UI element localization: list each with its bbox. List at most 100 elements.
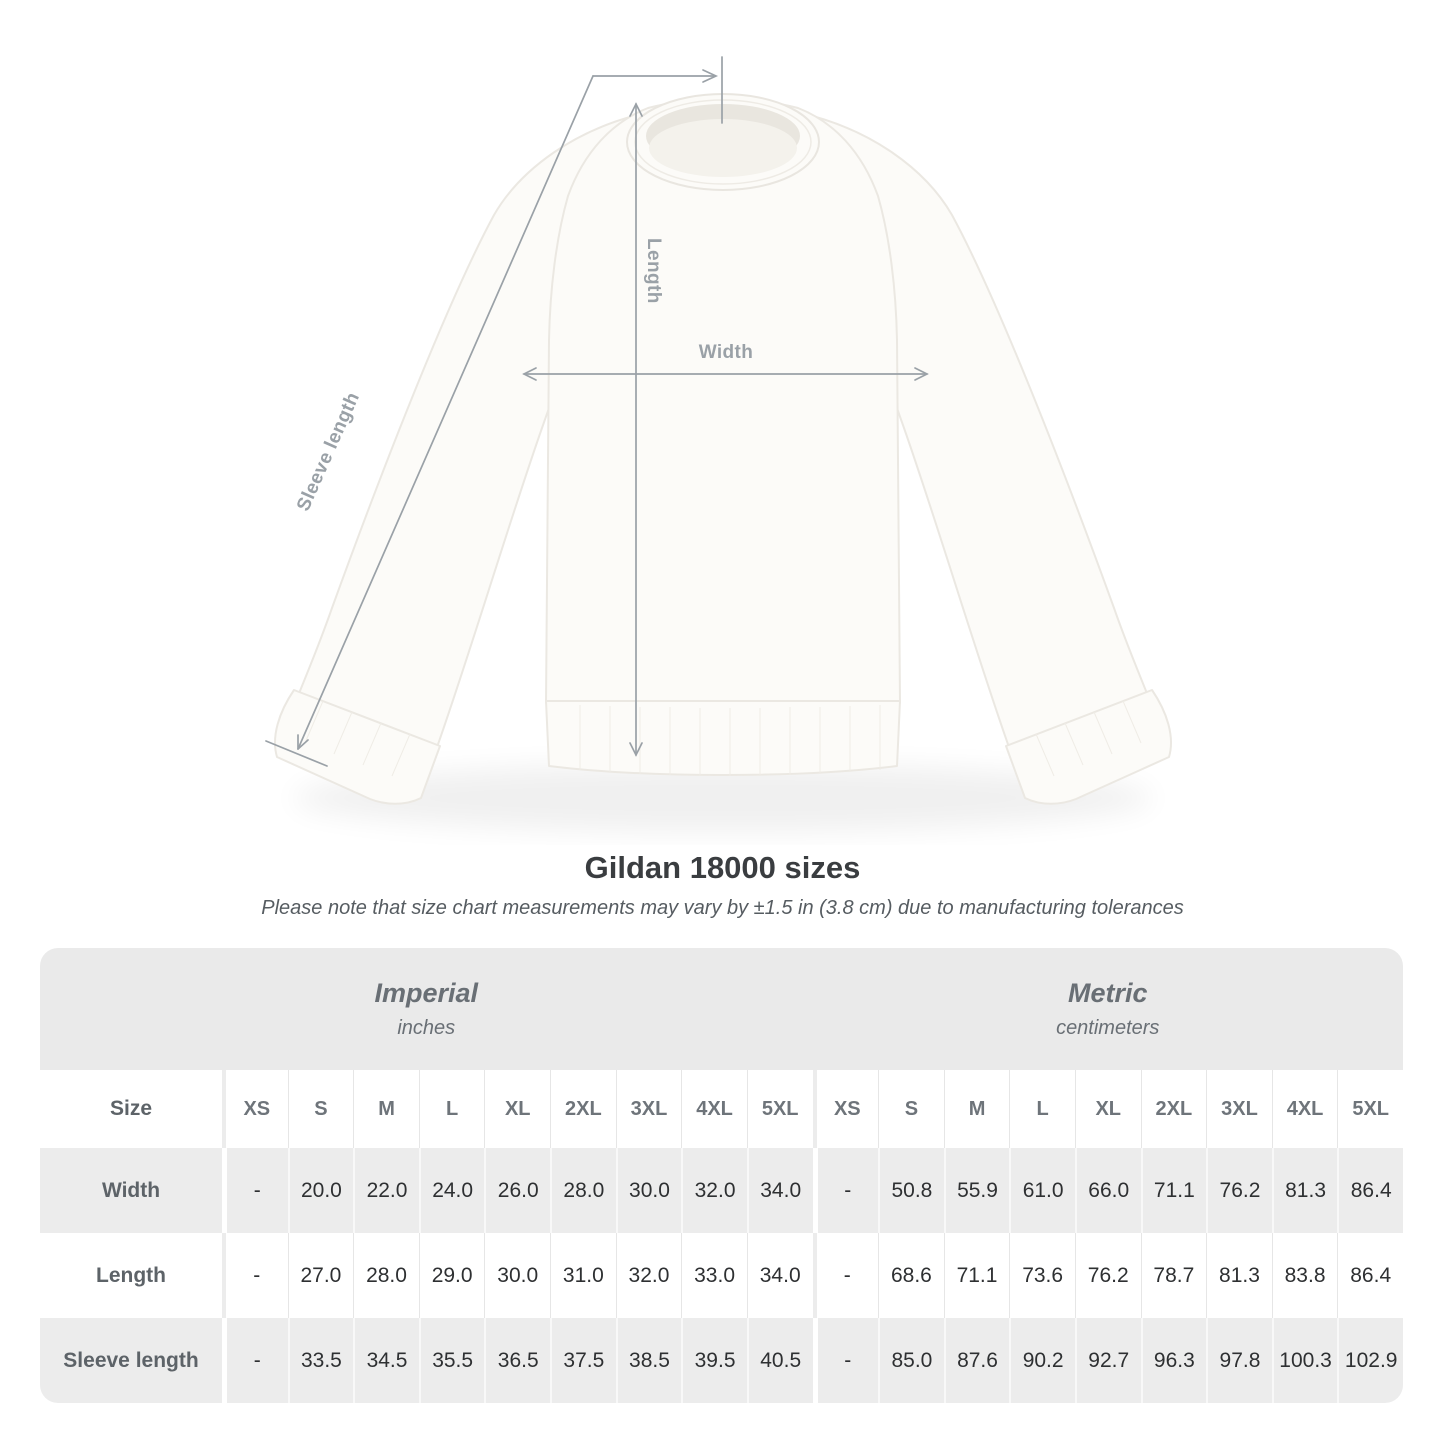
left-cuff	[273, 689, 441, 805]
width-value: 61.0	[1009, 1148, 1075, 1233]
sleeve-value: 92.7	[1074, 1318, 1141, 1403]
size-col-header: 4XL	[1271, 1070, 1338, 1148]
sleeve-value: 38.5	[615, 1318, 682, 1403]
row-label: Width	[101, 1178, 161, 1202]
length-dimension-label: Length	[643, 238, 664, 304]
page-title: Gildan 18000 sizes	[584, 850, 861, 885]
sleeve-value: 34.5	[353, 1318, 419, 1403]
length-value: 68.6	[878, 1233, 944, 1318]
width-dimension-label: Width	[698, 342, 754, 363]
sleeve-value: 39.5	[681, 1318, 747, 1403]
width-value: 22.0	[353, 1148, 419, 1233]
size-col-header: M	[353, 1070, 419, 1148]
width-value: 32.0	[681, 1148, 747, 1233]
imperial-group-header: Imperial inches	[40, 948, 813, 1070]
length-arrow	[629, 102, 643, 757]
size-table: Imperial inches Metric centimeters Size …	[40, 948, 1403, 1403]
width-value: 26.0	[484, 1148, 550, 1233]
size-col-header: 4XL	[681, 1070, 747, 1148]
imperial-label: Imperial	[374, 978, 479, 1008]
width-value: 71.1	[1140, 1148, 1207, 1233]
width-value: -	[222, 1148, 288, 1233]
size-col-header: 5XL	[746, 1070, 813, 1148]
sleeve-value: 33.5	[287, 1318, 354, 1403]
width-value: 34.0	[746, 1148, 813, 1233]
row-label: Sleeve length	[63, 1348, 199, 1372]
width-value: 86.4	[1337, 1148, 1403, 1233]
width-value: 76.2	[1206, 1148, 1272, 1233]
sleeve-value: 87.6	[943, 1318, 1010, 1403]
sleeve-value: 90.2	[1009, 1318, 1075, 1403]
sleeve-length-arrow	[265, 56, 723, 767]
collar	[626, 93, 820, 191]
length-value: 30.0	[484, 1233, 550, 1318]
length-value: 29.0	[418, 1233, 485, 1318]
imperial-unit: inches	[397, 1017, 456, 1039]
sweatshirt-illustration	[265, 56, 1173, 832]
length-value: 32.0	[615, 1233, 682, 1318]
width-value: 55.9	[943, 1148, 1010, 1233]
sleeve-value: 37.5	[550, 1318, 616, 1403]
width-value: 28.0	[550, 1148, 616, 1233]
size-col-header: L	[418, 1070, 485, 1148]
width-value: 30.0	[615, 1148, 682, 1233]
sleeve-value: 102.9	[1337, 1318, 1403, 1403]
width-value: 50.8	[878, 1148, 944, 1233]
length-value: 81.3	[1206, 1233, 1272, 1318]
size-col-header: 3XL	[615, 1070, 682, 1148]
sleeve-value: 40.5	[746, 1318, 813, 1403]
sleeve-value: -	[812, 1318, 879, 1403]
sleeve-value: 96.3	[1140, 1318, 1207, 1403]
size-col-header: S	[878, 1070, 944, 1148]
row-label: Length	[96, 1263, 166, 1287]
metric-group-header: Metric centimeters	[813, 948, 1404, 1070]
size-col-header: 5XL	[1337, 1070, 1403, 1148]
metric-label: Metric	[1067, 978, 1148, 1008]
length-value: -	[222, 1233, 288, 1318]
width-value: 66.0	[1074, 1148, 1141, 1233]
length-value: 33.0	[681, 1233, 747, 1318]
size-col-header: XS	[812, 1070, 879, 1148]
length-value: -	[812, 1233, 879, 1318]
table-row-length: Length - 27.0 28.0 29.0 30.0 31.0 32.0 3…	[40, 1233, 1403, 1318]
sleeve-value: 35.5	[418, 1318, 485, 1403]
size-col-header: XL	[484, 1070, 550, 1148]
width-value: 81.3	[1271, 1148, 1338, 1233]
length-value: 34.0	[746, 1233, 813, 1318]
size-col-header: XL	[1074, 1070, 1141, 1148]
size-col-header: 2XL	[1140, 1070, 1207, 1148]
sleeve-value: 85.0	[878, 1318, 944, 1403]
tolerance-note: Please note that size chart measurements…	[261, 897, 1184, 919]
length-value: 71.1	[943, 1233, 1010, 1318]
unit-header-row: Imperial inches Metric centimeters	[40, 948, 1403, 1070]
heading-section: Gildan 18000 sizes Please note that size…	[0, 850, 1445, 920]
hem-band	[545, 700, 901, 776]
table-row-width: Width - 20.0 22.0 24.0 26.0 28.0 30.0 32…	[40, 1148, 1403, 1233]
size-col-header: L	[1009, 1070, 1075, 1148]
size-col-header: 2XL	[550, 1070, 616, 1148]
sleeve-value: 100.3	[1271, 1318, 1338, 1403]
length-value: 83.8	[1271, 1233, 1338, 1318]
garment-shadow	[293, 764, 1153, 832]
width-arrow	[522, 367, 929, 381]
width-value: -	[812, 1148, 879, 1233]
sleeve-value: 36.5	[484, 1318, 550, 1403]
sleeve-value: 97.8	[1206, 1318, 1272, 1403]
length-value: 31.0	[550, 1233, 616, 1318]
size-header: Size	[109, 1097, 153, 1120]
sleeve-value: -	[222, 1318, 288, 1403]
length-value: 73.6	[1009, 1233, 1075, 1318]
size-col-header: 3XL	[1206, 1070, 1272, 1148]
sweatshirt-diagram: Length Width Sleeve length	[265, 56, 1173, 832]
size-col-header: S	[287, 1070, 354, 1148]
length-value: 27.0	[287, 1233, 354, 1318]
length-value: 86.4	[1337, 1233, 1403, 1318]
size-col-header: XS	[222, 1070, 288, 1148]
metric-unit: centimeters	[1056, 1017, 1160, 1039]
length-value: 78.7	[1140, 1233, 1207, 1318]
length-value: 76.2	[1074, 1233, 1141, 1318]
width-value: 20.0	[287, 1148, 354, 1233]
size-header-row: Size XS S M L XL 2XL 3XL 4XL 5XL XS S M …	[40, 1070, 1403, 1148]
table-row-sleeve-length: Sleeve length - 33.5 34.5 35.5 36.5 37.5…	[40, 1318, 1403, 1403]
